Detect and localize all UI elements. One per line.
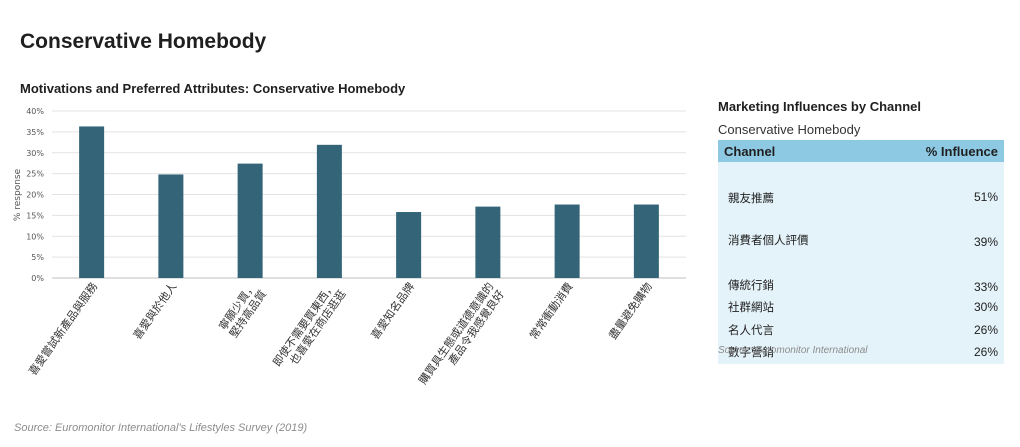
x-tick-label: 喜愛知名品牌 — [368, 280, 417, 342]
bar — [158, 174, 184, 278]
y-tick-label: 10% — [26, 232, 44, 241]
influence-cell: 30% — [973, 300, 998, 314]
header-channel: Channel — [724, 143, 776, 159]
y-tick-label: 20% — [26, 191, 44, 200]
y-tick-label: 40% — [26, 107, 44, 116]
bar — [237, 163, 263, 278]
bar — [396, 212, 422, 278]
channel-cell: 消費者個人評價 — [728, 233, 809, 247]
x-tick-label: 購買具生態或道德意識的產品令我感覺良好 — [415, 280, 507, 395]
table-row: 數字營銷 26% — [718, 344, 1004, 360]
influence-cell: 26% — [973, 323, 998, 337]
bar-chart: 0% 5% 10% 15% 20% 25% 30% 35% 40% 喜愛嘗試新產品與服務 喜愛與於… — [13, 107, 686, 395]
table-body: 親友推薦 51% 消費者個人評價 39% 傳統行銷 33% 社群網站 30% 名… — [718, 162, 1004, 364]
bar — [316, 144, 342, 278]
channel-cell: 親友推薦 — [728, 191, 774, 205]
y-tick-label: 15% — [26, 211, 44, 220]
y-tick-label: 5% — [31, 253, 44, 262]
x-tick-label: 盡量避免購物 — [606, 280, 655, 342]
table-source: Source: Euromonitor International — [718, 345, 868, 356]
influence-cell: 51% — [973, 190, 998, 204]
bar — [475, 206, 501, 278]
bar — [633, 204, 659, 278]
table-row: 消費者個人評價 39% — [718, 232, 1004, 249]
y-tick-label: 35% — [26, 128, 44, 137]
table-row: 親友推薦 51% — [718, 190, 1004, 206]
table-subtitle: Conservative Homebody — [718, 122, 861, 137]
y-tick-label: 30% — [26, 149, 44, 158]
influence-table: Channel % Influence 親友推薦 51% 消費者個人評價 39%… — [718, 140, 1004, 364]
influence-cell: 26% — [973, 345, 998, 359]
chart-title: Motivations and Preferred Attributes: Co… — [20, 81, 406, 96]
channel-cell: 數字營銷 — [728, 345, 774, 359]
x-tick-label: 喜愛與於他人 — [130, 280, 179, 342]
table-title: Marketing Influences by Channel — [718, 99, 921, 114]
table-row: 名人代言 26% — [718, 322, 1004, 338]
x-tick-label: 即使不需要買東西，也喜愛在商店逛逛 — [270, 280, 348, 376]
influence-cell: 33% — [973, 280, 998, 294]
header-influence: % Influence — [925, 143, 998, 159]
page-title: Conservative Homebody — [20, 30, 267, 53]
channel-cell: 社群網站 — [728, 300, 774, 314]
y-tick-label: 0% — [31, 274, 44, 283]
y-axis-label: % response — [13, 168, 23, 221]
x-tick-label: 寧願少買，堅持高品質 — [216, 280, 270, 341]
bar — [79, 126, 105, 278]
x-tick-label: 喜愛嘗試新產品與服務 — [26, 280, 101, 378]
channel-cell: 傳統行銷 — [728, 278, 774, 292]
y-tick-label: 25% — [26, 170, 44, 179]
influence-cell: 39% — [973, 235, 998, 249]
chart-source: Source: Euromonitor International's Life… — [14, 422, 308, 434]
table-header-row: Channel % Influence — [718, 140, 1004, 162]
table-row: 社群網站 30% — [718, 299, 1004, 315]
channel-cell: 名人代言 — [728, 323, 774, 337]
bar — [554, 204, 580, 278]
x-tick-label: 常常衝動消費 — [526, 280, 575, 342]
table-row: 傳統行銷 33% — [718, 277, 1004, 294]
